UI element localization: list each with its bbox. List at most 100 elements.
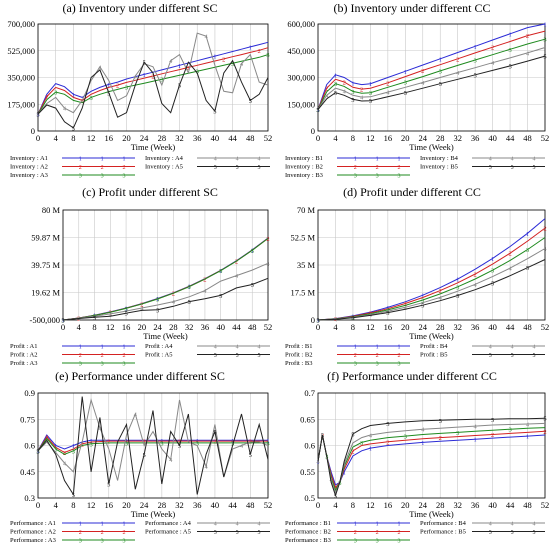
series-line [37, 47, 269, 115]
series-marker: 2 [508, 251, 511, 258]
series-marker: 1 [36, 448, 39, 455]
legend-item: Inventory : A3 3 3 3 [10, 172, 135, 180]
series-marker: 3 [54, 447, 57, 454]
legend-label: Inventory : A4 [145, 155, 184, 162]
legend-marker: 1 [398, 157, 401, 163]
series-marker: 4 [474, 424, 478, 431]
series-marker: 2 [222, 56, 225, 63]
series-marker: 5 [351, 431, 354, 438]
legend-marker: 1 [123, 157, 126, 163]
series-2: 2 2 2 2 2 2 2 [37, 47, 269, 115]
series-marker: 5 [316, 318, 319, 325]
y-tick-label: 35 M [297, 260, 316, 270]
legend-marker: 3 [101, 174, 104, 180]
x-tick-label: 48 [246, 133, 255, 143]
legend-marker: 5 [489, 530, 492, 536]
legend-item: Performance : A5 5 5 5 [145, 529, 270, 536]
legend-marker: 5 [236, 353, 239, 359]
legend-marker: 5 [533, 165, 536, 171]
legend-marker: 3 [376, 174, 379, 180]
x-tick-label: 4 [333, 500, 338, 510]
series-marker: 5 [36, 448, 39, 455]
series-marker: 5 [178, 443, 181, 450]
series-marker: 5 [156, 307, 159, 314]
legend-label: Profit : A5 [145, 352, 172, 359]
series-marker: 2 [107, 439, 110, 446]
series-marker: 3 [54, 90, 57, 97]
x-tick-label: 52 [264, 500, 273, 510]
legend-marker: 1 [101, 345, 104, 351]
legend-marker: 2 [376, 353, 379, 359]
y-tick-label: 0.5 [304, 493, 315, 503]
x-tick-label: 40 [488, 322, 497, 332]
series-line [317, 417, 546, 497]
legend-marker: 3 [79, 539, 82, 545]
legend-item: Inventory : B5 5 5 5 [420, 164, 545, 171]
legend-item: Performance : A3 3 3 3 [10, 537, 135, 545]
series-3: 3 3 3 3 3 3 3 3 3 [316, 37, 546, 114]
series-marker: 4 [169, 58, 173, 65]
x-tick-label: 16 [384, 133, 393, 143]
legend-label: Performance : B3 [285, 537, 331, 544]
series-marker: 2 [386, 439, 389, 446]
legend-marker: 4 [533, 522, 536, 528]
legend-label: Profit : A3 [10, 360, 37, 367]
series-marker: 3 [369, 90, 372, 97]
y-tick-label: 700,000 [7, 19, 35, 29]
series-4: 4 4 4 4 4 4 4 [62, 261, 270, 323]
x-tick-label: 20 [122, 133, 131, 143]
legend-marker: 1 [79, 522, 82, 528]
chart-panel-3: (c) Profit under different SC0 4 8 12 16 20 24… [10, 185, 272, 368]
legend-item: Profit : A5 5 5 5 [145, 352, 270, 359]
x-tick-label: 12 [366, 500, 375, 510]
series-marker: 1 [334, 72, 337, 79]
series-line [317, 248, 546, 321]
y-tick-label: 52.5 M [290, 233, 315, 243]
legend-label: Performance : B5 [420, 529, 466, 536]
legend-marker: 2 [101, 165, 104, 171]
x-tick-label: 4 [333, 322, 338, 332]
x-tick-label: 24 [140, 133, 149, 143]
y-tick-label: 600,000 [287, 19, 315, 29]
series-marker: 5 [61, 318, 64, 325]
series-marker: 5 [351, 97, 354, 104]
legend-marker: 4 [214, 522, 217, 528]
legend-item: Inventory : B2 2 2 2 [285, 164, 410, 171]
y-tick-label: 350,000 [7, 73, 35, 83]
legend-label: Performance : A2 [10, 529, 56, 536]
series-marker: 1 [351, 80, 354, 87]
series-marker: 2 [351, 448, 354, 455]
series-marker: 3 [334, 81, 337, 88]
series-marker: 1 [474, 44, 477, 51]
series-marker: 1 [36, 112, 39, 119]
series-marker: 1 [404, 69, 407, 76]
series-marker: 5 [334, 90, 337, 97]
legend-marker: 2 [123, 165, 126, 171]
x-tick-label: 8 [92, 322, 96, 332]
series-marker: 5 [526, 265, 529, 272]
series-marker: 4 [404, 305, 408, 312]
y-tick-label: 150,000 [287, 99, 315, 109]
series-marker: 5 [72, 125, 75, 132]
x-tick-label: 32 [453, 322, 462, 332]
series-marker: 3 [266, 440, 269, 447]
x-tick-label: 48 [523, 322, 532, 332]
series-marker: 3 [421, 298, 424, 305]
legend-marker: 5 [511, 530, 514, 536]
legend-marker: 5 [511, 165, 514, 171]
series-marker: 4 [334, 317, 338, 324]
series-marker: 2 [151, 73, 154, 80]
legend-item: Profit : B4 4 4 4 [420, 343, 545, 351]
series-marker: 3 [219, 268, 222, 275]
legend-marker: 5 [258, 353, 261, 359]
series-line [37, 437, 268, 455]
x-tick-label: 40 [216, 322, 225, 332]
y-tick-label: 300,000 [287, 73, 315, 83]
series-marker: 3 [508, 427, 511, 434]
x-tick-label: 4 [54, 500, 59, 510]
series-marker: 4 [439, 295, 443, 302]
series-marker: 1 [143, 72, 146, 79]
legend-label: Performance : B2 [285, 529, 331, 536]
x-tick-label: 8 [351, 322, 355, 332]
